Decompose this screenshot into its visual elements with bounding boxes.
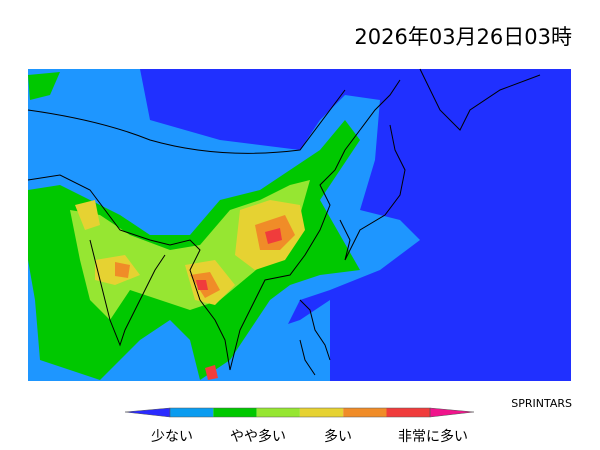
credit: SPRINTARS bbox=[511, 397, 572, 410]
legend-label: 多い bbox=[324, 428, 352, 445]
legend-label: 非常に多い bbox=[398, 428, 468, 445]
timestamp: 2026年03月26日03時 bbox=[354, 25, 572, 49]
color-legend: 少ない やや多い 多い 非常に多い bbox=[124, 407, 475, 445]
aerosol-map bbox=[27, 68, 571, 381]
legend-label: 少ない bbox=[151, 429, 193, 445]
legend-label: やや多い bbox=[230, 428, 286, 445]
